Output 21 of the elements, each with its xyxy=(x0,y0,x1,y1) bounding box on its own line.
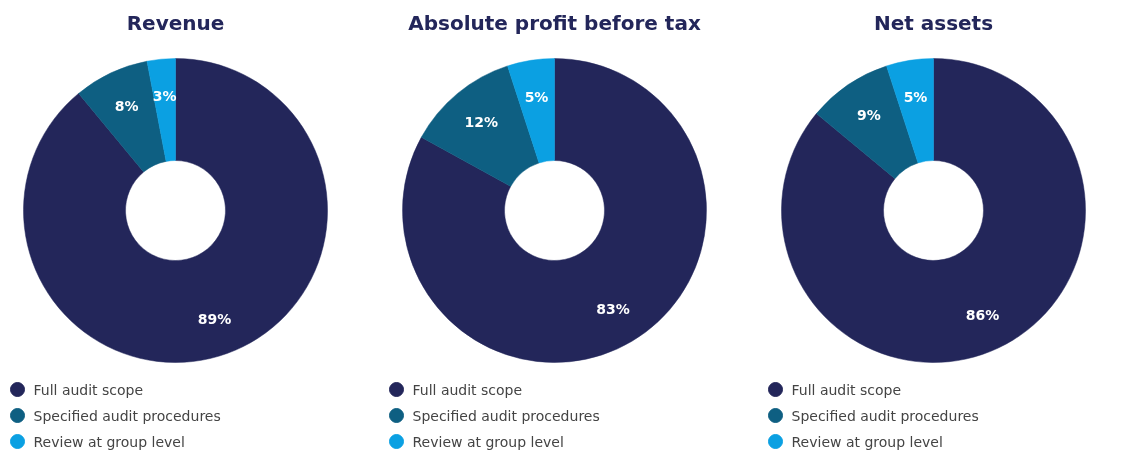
legend-label: Specified audit procedures xyxy=(791,407,979,424)
data-label: 86% xyxy=(965,306,1000,323)
legend-label: Review at group level xyxy=(33,433,185,450)
data-label: 5% xyxy=(903,88,928,105)
legend-label: Specified audit procedures xyxy=(412,407,600,424)
chart-title: Net assets xyxy=(873,10,994,35)
data-label: 89% xyxy=(197,310,232,327)
chart-title: Revenue xyxy=(126,10,225,35)
chart-title: Absolute profit before tax xyxy=(408,10,701,35)
data-label: 5% xyxy=(524,88,549,105)
data-label: 3% xyxy=(152,88,177,105)
data-label: 8% xyxy=(114,98,139,115)
data-label: 83% xyxy=(596,301,630,318)
legend-label: Specified audit procedures xyxy=(33,407,221,424)
legend-label: Full audit scope xyxy=(412,381,523,398)
data-label: 9% xyxy=(856,107,881,124)
legend-label: Review at group level xyxy=(412,433,564,450)
legend-label: Review at group level xyxy=(791,433,943,450)
legend-label: Full audit scope xyxy=(33,381,144,398)
data-label: 12% xyxy=(464,113,498,130)
legend-label: Full audit scope xyxy=(791,381,902,398)
